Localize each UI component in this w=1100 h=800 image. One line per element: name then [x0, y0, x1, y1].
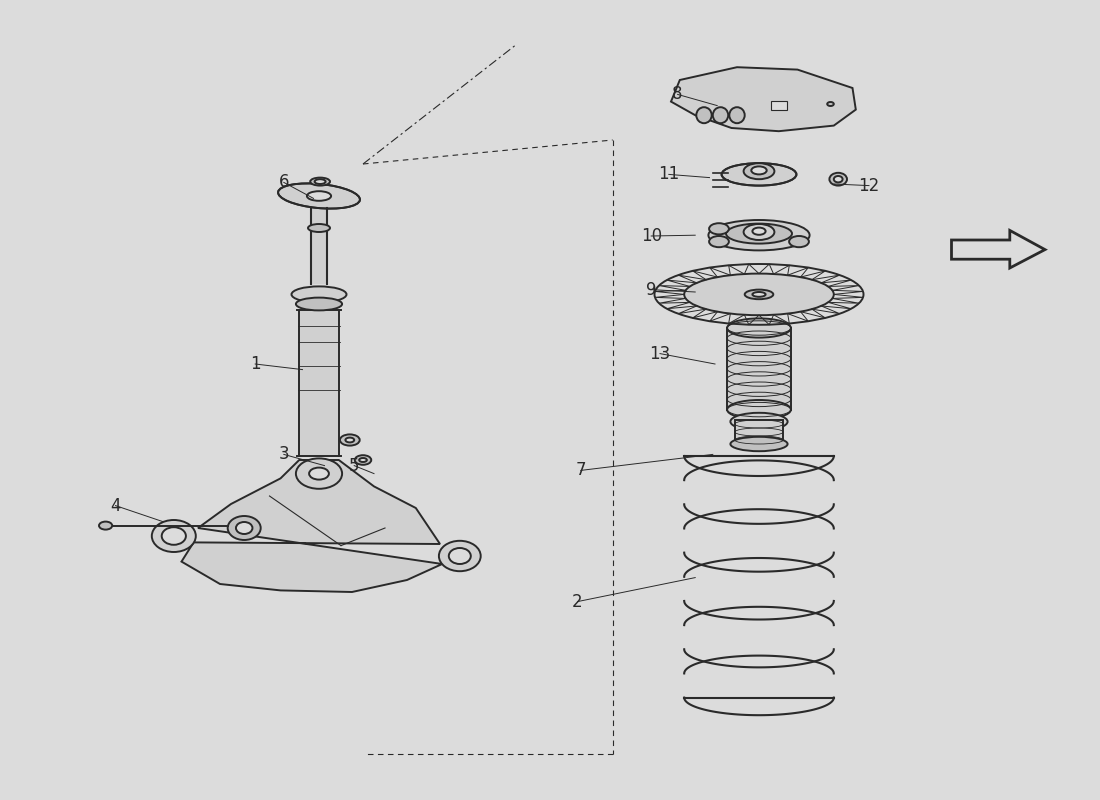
Ellipse shape — [727, 318, 791, 338]
FancyBboxPatch shape — [299, 310, 339, 456]
Polygon shape — [952, 230, 1045, 268]
Ellipse shape — [359, 458, 367, 462]
Ellipse shape — [236, 522, 253, 534]
Text: 2: 2 — [572, 593, 583, 610]
Ellipse shape — [789, 236, 808, 247]
Ellipse shape — [752, 227, 766, 235]
Ellipse shape — [307, 191, 331, 201]
Text: 5: 5 — [349, 457, 360, 474]
Ellipse shape — [713, 107, 728, 123]
Ellipse shape — [684, 274, 834, 315]
Ellipse shape — [152, 520, 196, 552]
Text: 12: 12 — [858, 177, 880, 194]
Ellipse shape — [228, 516, 261, 540]
Ellipse shape — [710, 223, 729, 234]
Text: 8: 8 — [672, 86, 683, 103]
FancyBboxPatch shape — [311, 208, 327, 284]
Ellipse shape — [354, 455, 372, 465]
Ellipse shape — [162, 527, 186, 545]
Ellipse shape — [726, 223, 792, 243]
Ellipse shape — [827, 102, 834, 106]
FancyBboxPatch shape — [727, 328, 791, 410]
Ellipse shape — [278, 183, 360, 209]
Ellipse shape — [315, 179, 326, 184]
Text: 3: 3 — [278, 446, 289, 463]
Ellipse shape — [745, 290, 773, 299]
Ellipse shape — [696, 107, 712, 123]
Ellipse shape — [722, 163, 796, 186]
Ellipse shape — [729, 107, 745, 123]
Ellipse shape — [710, 236, 729, 247]
Text: 10: 10 — [640, 227, 662, 245]
Ellipse shape — [449, 548, 471, 564]
Polygon shape — [671, 67, 856, 131]
Ellipse shape — [708, 220, 810, 250]
Ellipse shape — [751, 166, 767, 174]
Text: 7: 7 — [575, 462, 586, 479]
Ellipse shape — [829, 173, 847, 186]
Ellipse shape — [727, 400, 791, 419]
Ellipse shape — [340, 434, 360, 446]
Ellipse shape — [730, 437, 788, 451]
FancyBboxPatch shape — [735, 420, 783, 444]
Ellipse shape — [309, 467, 329, 480]
Ellipse shape — [99, 522, 112, 530]
Ellipse shape — [744, 163, 774, 179]
Ellipse shape — [345, 438, 354, 442]
Text: 9: 9 — [646, 281, 657, 298]
Ellipse shape — [744, 224, 774, 240]
Ellipse shape — [752, 292, 766, 297]
Text: 1: 1 — [250, 355, 261, 373]
Text: 6: 6 — [278, 174, 289, 191]
Ellipse shape — [308, 224, 330, 232]
Ellipse shape — [292, 286, 346, 302]
Ellipse shape — [310, 178, 330, 186]
FancyBboxPatch shape — [771, 101, 786, 110]
Ellipse shape — [834, 176, 843, 182]
Text: 11: 11 — [658, 166, 680, 183]
Text: 4: 4 — [110, 497, 121, 514]
Ellipse shape — [296, 298, 342, 310]
Ellipse shape — [439, 541, 481, 571]
Ellipse shape — [730, 413, 788, 430]
Ellipse shape — [296, 458, 342, 489]
Polygon shape — [182, 460, 442, 592]
Text: 13: 13 — [649, 345, 671, 362]
